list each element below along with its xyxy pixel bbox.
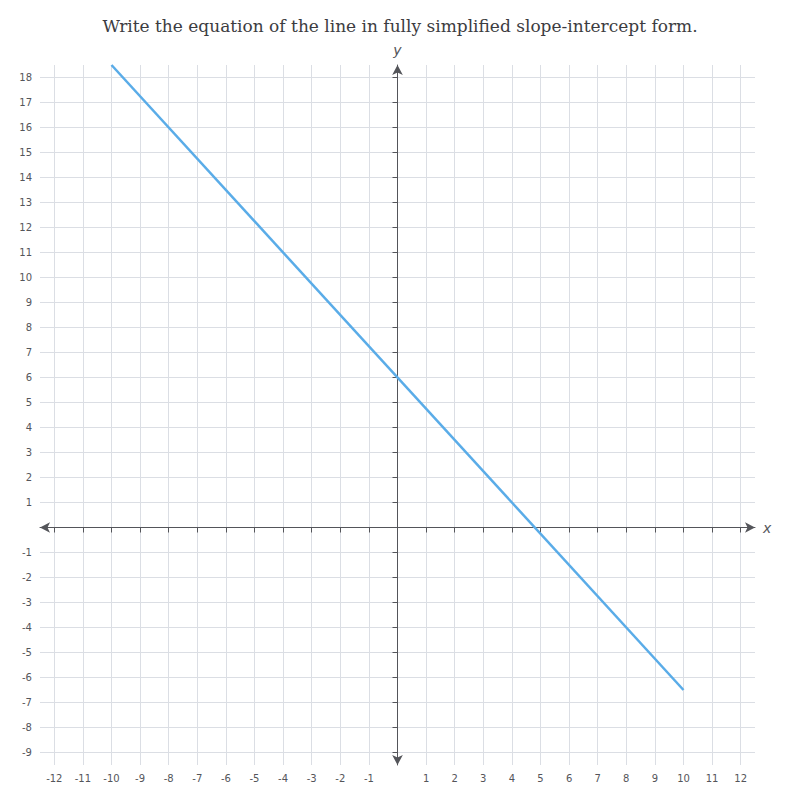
svg-text:-9: -9 <box>135 773 145 784</box>
svg-text:y: y <box>392 42 402 58</box>
svg-text:-4: -4 <box>22 622 32 633</box>
svg-text:11: 11 <box>706 773 719 784</box>
svg-text:-7: -7 <box>22 697 32 708</box>
svg-text:-11: -11 <box>75 773 91 784</box>
svg-text:2: 2 <box>452 773 458 784</box>
svg-text:-3: -3 <box>307 773 317 784</box>
svg-text:9: 9 <box>26 297 32 308</box>
svg-text:7: 7 <box>26 347 32 358</box>
svg-text:-1: -1 <box>22 547 32 558</box>
svg-text:-4: -4 <box>278 773 288 784</box>
svg-text:18: 18 <box>19 72 32 83</box>
svg-text:-5: -5 <box>22 647 32 658</box>
svg-text:1: 1 <box>423 773 429 784</box>
svg-text:6: 6 <box>566 773 572 784</box>
svg-text:-3: -3 <box>22 597 32 608</box>
svg-text:11: 11 <box>19 247 32 258</box>
svg-text:13: 13 <box>19 197 32 208</box>
svg-text:-2: -2 <box>335 773 345 784</box>
svg-text:10: 10 <box>677 773 690 784</box>
svg-text:-6: -6 <box>22 672 32 683</box>
svg-text:-10: -10 <box>103 773 119 784</box>
svg-text:x: x <box>762 520 772 536</box>
svg-text:12: 12 <box>19 222 32 233</box>
svg-text:1: 1 <box>26 497 32 508</box>
svg-text:7: 7 <box>595 773 601 784</box>
svg-text:9: 9 <box>652 773 658 784</box>
svg-text:3: 3 <box>26 447 32 458</box>
svg-text:3: 3 <box>480 773 486 784</box>
svg-text:-7: -7 <box>192 773 202 784</box>
svg-text:-1: -1 <box>364 773 374 784</box>
svg-text:-5: -5 <box>250 773 260 784</box>
svg-text:17: 17 <box>19 97 32 108</box>
svg-text:-12: -12 <box>46 773 62 784</box>
svg-text:4: 4 <box>509 773 515 784</box>
svg-text:5: 5 <box>537 773 543 784</box>
svg-text:8: 8 <box>26 322 32 333</box>
svg-text:-2: -2 <box>22 572 32 583</box>
svg-text:-9: -9 <box>22 747 32 758</box>
svg-text:6: 6 <box>26 372 32 383</box>
svg-text:15: 15 <box>19 147 32 158</box>
svg-text:-8: -8 <box>22 722 32 733</box>
svg-text:-8: -8 <box>164 773 174 784</box>
svg-text:Write the equation of the line: Write the equation of the line in fully … <box>102 16 697 36</box>
svg-text:5: 5 <box>26 397 32 408</box>
svg-text:2: 2 <box>26 472 32 483</box>
svg-text:4: 4 <box>26 422 32 433</box>
svg-text:12: 12 <box>734 773 747 784</box>
svg-text:16: 16 <box>19 122 32 133</box>
svg-text:10: 10 <box>19 272 32 283</box>
svg-text:-6: -6 <box>221 773 231 784</box>
svg-text:14: 14 <box>19 172 32 183</box>
svg-text:8: 8 <box>623 773 629 784</box>
